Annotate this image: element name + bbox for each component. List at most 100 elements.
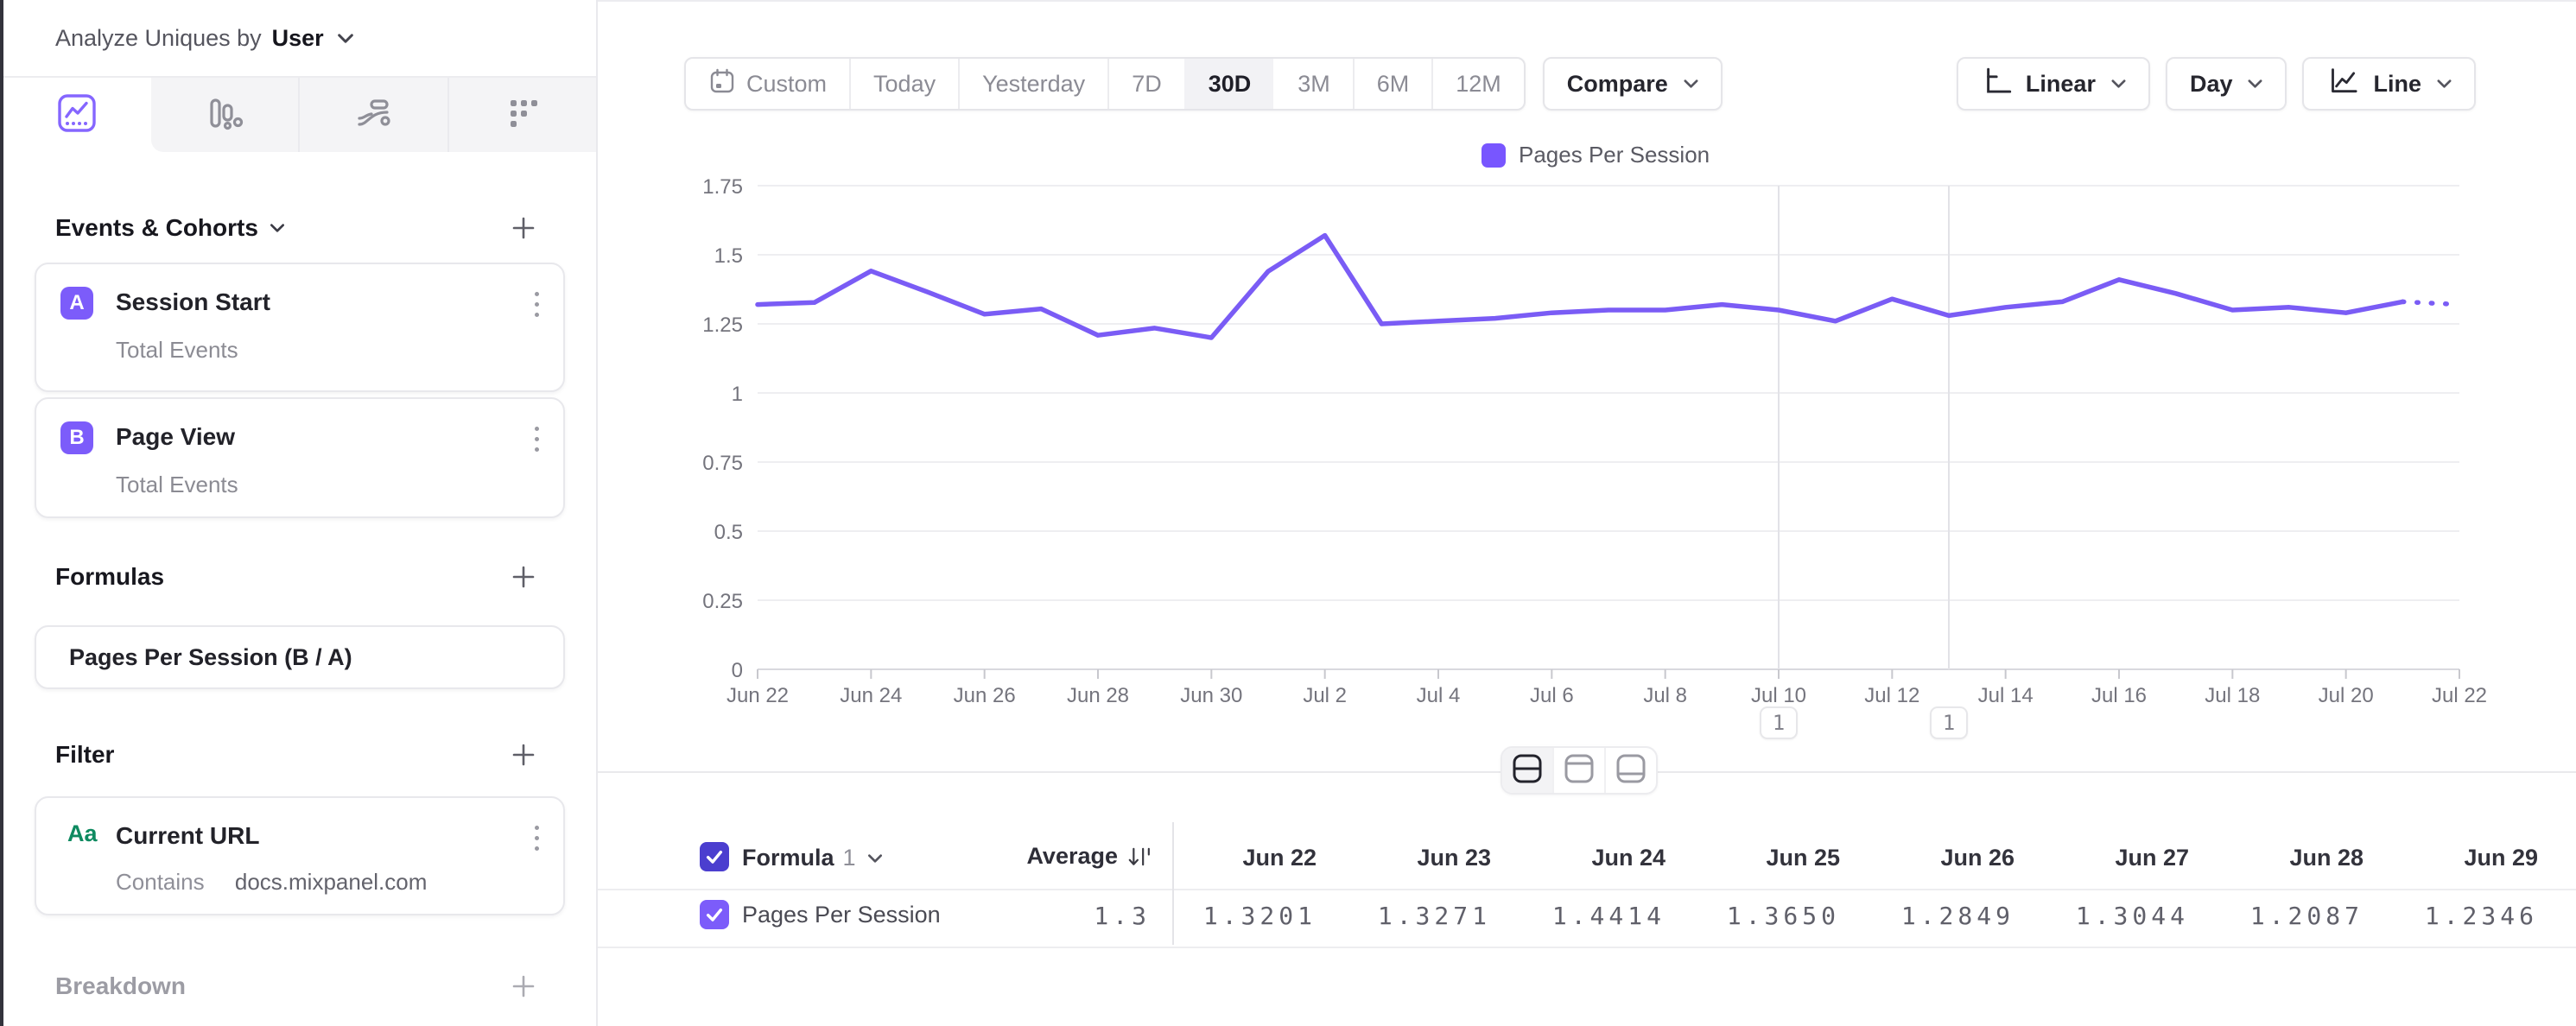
range-option-label: Yesterday <box>982 70 1086 97</box>
annotation-count-badge[interactable]: 1 <box>1930 706 1968 739</box>
range-option-label: 12M <box>1456 70 1501 97</box>
analyze-prefix-label: Analyze Uniques by <box>55 24 262 51</box>
range-option-30d[interactable]: 30D <box>1183 59 1274 109</box>
event-name[interactable]: Session Start <box>116 288 270 315</box>
average-label: Average <box>1026 843 1118 869</box>
y-axis-tick-label: 0.25 <box>702 590 743 613</box>
left-edge <box>0 0 3 1026</box>
range-option-label: Custom <box>746 70 828 97</box>
layout-split-button[interactable] <box>1502 748 1552 793</box>
analyze-entity-dropdown[interactable]: User <box>271 24 324 51</box>
range-option-7d[interactable]: 7D <box>1107 59 1184 109</box>
kebab-menu-icon[interactable] <box>532 292 541 317</box>
date-column-value: 1.3271 <box>1377 902 1491 930</box>
date-column-header: Jun 25 <box>1766 845 1840 871</box>
formula-expression[interactable]: Pages Per Session (B / A) <box>69 643 352 670</box>
event-letter-badge: B <box>60 421 93 454</box>
kebab-menu-icon[interactable] <box>532 826 541 851</box>
formulas-section-title: Formulas <box>55 563 165 590</box>
chevron-down-icon[interactable] <box>337 33 353 43</box>
date-column-header: Jun 27 <box>2115 845 2189 871</box>
scale-button[interactable]: Linear <box>1956 57 2150 111</box>
x-axis-tick-label: Jul 10 <box>1751 684 1806 707</box>
divider <box>3 76 596 78</box>
series-row-label[interactable]: Pages Per Session <box>742 902 941 928</box>
compare-label: Compare <box>1566 70 1668 97</box>
date-column-header: Jun 28 <box>2289 845 2363 871</box>
events-section-title[interactable]: Events & Cohorts <box>55 214 284 242</box>
range-option-label: 7D <box>1132 70 1162 97</box>
x-axis-tick-label: Jul 12 <box>1864 684 1919 707</box>
x-axis-tick-label: Jul 6 <box>1530 684 1574 707</box>
filter-card[interactable]: Aa Current URL Contains docs.mixpanel.co… <box>35 796 565 915</box>
compare-button[interactable]: Compare <box>1542 57 1723 111</box>
range-option-today[interactable]: Today <box>849 59 958 109</box>
range-option-label: 6M <box>1376 70 1410 97</box>
y-axis-tick-label: 1 <box>732 383 743 406</box>
x-axis-tick-label: Jul 8 <box>1643 684 1687 707</box>
series-row-checkbox[interactable] <box>700 900 729 929</box>
event-card-a[interactable]: A Session Start Total Events <box>35 263 565 392</box>
filter-operator[interactable]: Contains <box>116 869 205 895</box>
layout-table-top-button[interactable] <box>1552 748 1604 793</box>
filter-section-title: Filter <box>55 741 115 768</box>
layout-toggle-control <box>1501 746 1658 795</box>
average-column-header[interactable]: Average <box>926 843 1152 870</box>
layout-table-top-icon <box>1563 752 1596 789</box>
interval-label: Day <box>2189 70 2233 97</box>
query-builder-sidebar: Analyze Uniques by User <box>3 0 596 1026</box>
event-measurement[interactable]: Total Events <box>116 472 238 497</box>
kebab-menu-icon[interactable] <box>532 427 541 452</box>
annotation-count-badge[interactable]: 1 <box>1760 706 1798 739</box>
y-axis-tick-label: 0.75 <box>702 452 743 475</box>
y-axis-tick-label: 1.25 <box>702 314 743 337</box>
x-axis-tick-label: Jul 20 <box>2319 684 2374 707</box>
event-letter-badge: A <box>60 287 93 320</box>
tab-bar-chart[interactable] <box>150 78 298 152</box>
filter-value[interactable]: docs.mixpanel.com <box>234 869 428 895</box>
average-value: 1.3 <box>1094 902 1151 930</box>
insights-line-chart-icon <box>56 92 98 138</box>
range-option-6m[interactable]: 6M <box>1352 59 1432 109</box>
breakdown-section-title: Breakdown <box>55 972 186 999</box>
filter-condition[interactable]: Contains docs.mixpanel.com <box>116 869 427 896</box>
date-column-value: 1.4414 <box>1551 902 1666 930</box>
date-column-header: Jun 24 <box>1591 845 1666 871</box>
layout-table-bottom-button[interactable] <box>1604 748 1656 793</box>
report-main-area: Custom Today Yesterday 7D 30D 3M 6M 12M Compare… <box>598 0 2576 1026</box>
add-filter-button[interactable] <box>504 736 542 774</box>
chart-legend[interactable]: Pages Per Session <box>1482 142 1710 168</box>
date-column-header: Jun 22 <box>1242 845 1317 871</box>
range-option-yesterday[interactable]: Yesterday <box>958 59 1107 109</box>
tab-insights-line[interactable] <box>3 78 151 152</box>
select-all-checkbox[interactable] <box>700 842 729 871</box>
tab-retention[interactable] <box>447 78 596 152</box>
interval-button[interactable]: Day <box>2165 57 2287 111</box>
analyze-uniques-row: Analyze Uniques by User <box>3 0 596 76</box>
filter-property-name[interactable]: Current URL <box>116 822 260 849</box>
report-type-tab-bar <box>3 78 596 152</box>
chevron-down-icon <box>867 853 882 863</box>
line-chart[interactable]: 0 0.25 0.5 0.75 1 1.25 1.5 1.75 Jun 22 Jun 24 Jun … <box>598 0 2576 743</box>
sort-descending-icon[interactable] <box>1126 845 1152 869</box>
formula-card[interactable]: Pages Per Session (B / A) <box>35 625 565 689</box>
x-axis-tick-label: Jun 24 <box>840 684 902 707</box>
grid-dots-icon <box>502 92 543 138</box>
range-option-label: Today <box>873 70 936 97</box>
chart-type-button[interactable]: Line <box>2302 57 2476 111</box>
event-card-b[interactable]: B Page View Total Events <box>35 397 565 518</box>
date-column-value: 1.3650 <box>1726 902 1840 930</box>
event-name[interactable]: Page View <box>116 423 236 450</box>
linear-axis-icon <box>1981 65 2014 104</box>
formula-group-dropdown[interactable]: Formula 1 <box>742 845 882 871</box>
range-option-custom[interactable]: Custom <box>686 59 849 109</box>
tab-flow[interactable] <box>298 78 447 152</box>
add-event-button[interactable] <box>504 209 542 247</box>
calendar-icon <box>708 67 736 101</box>
event-measurement[interactable]: Total Events <box>116 337 238 363</box>
range-option-3m[interactable]: 3M <box>1273 59 1353 109</box>
add-breakdown-button[interactable] <box>504 967 542 1005</box>
formula-group-number: 1 <box>842 845 856 871</box>
add-formula-button[interactable] <box>504 558 542 596</box>
range-option-12m[interactable]: 12M <box>1431 59 1524 109</box>
